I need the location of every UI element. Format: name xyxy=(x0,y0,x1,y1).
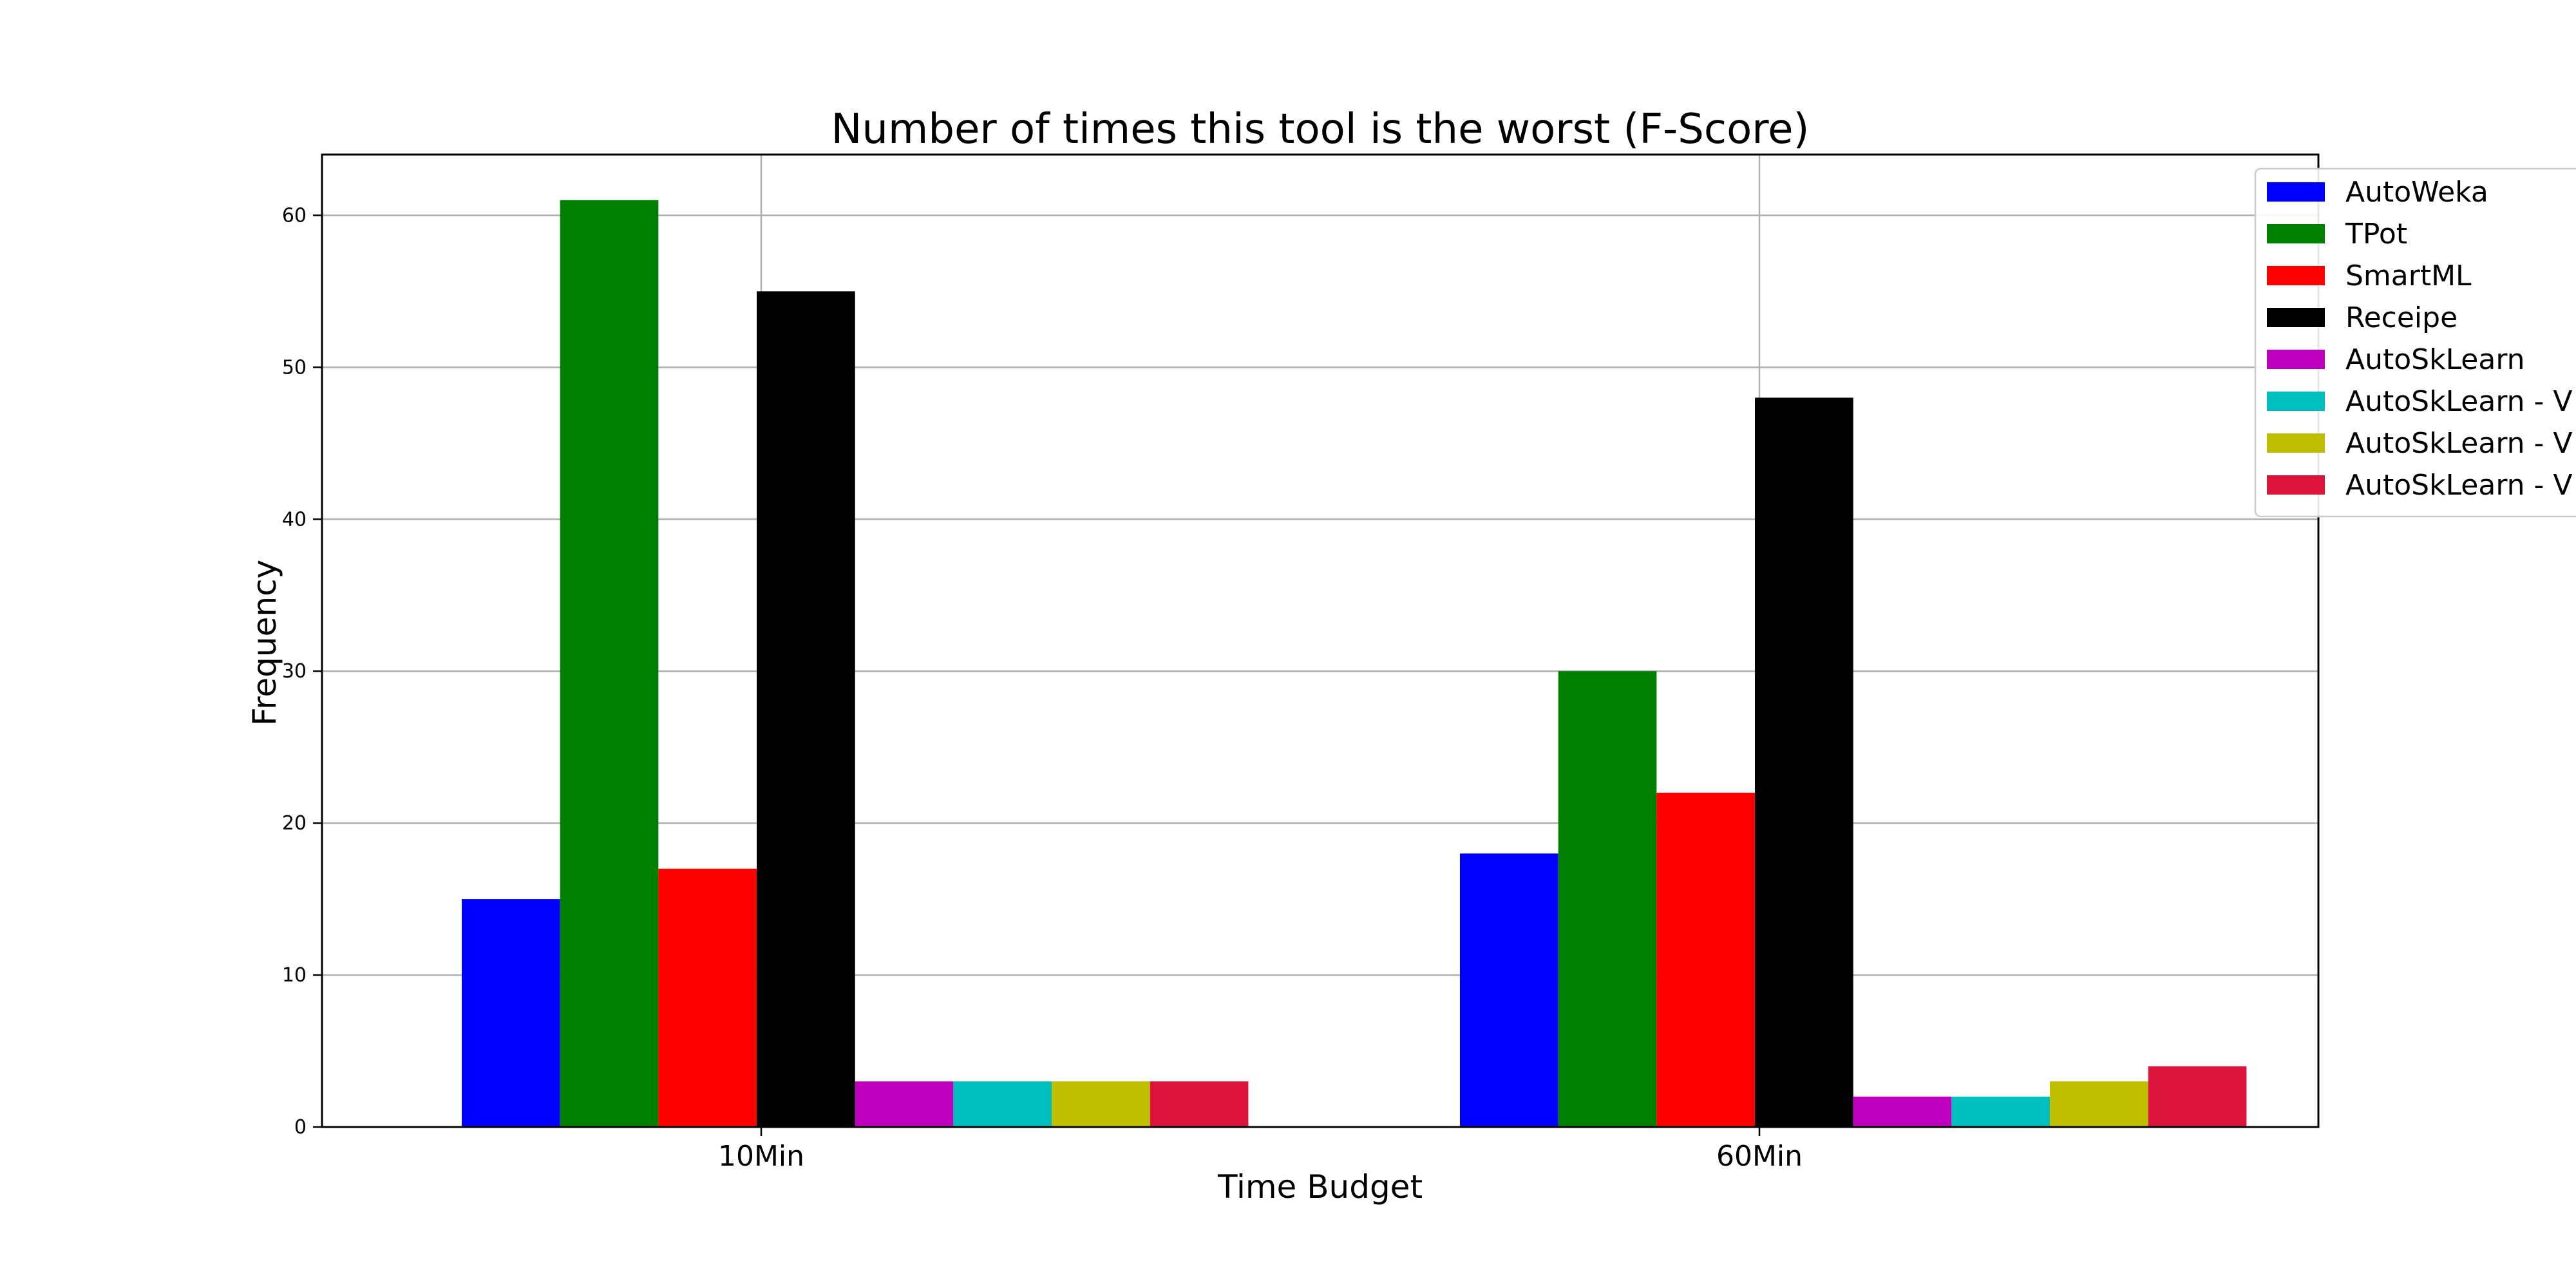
y-axis-ticks: 0 10 20 30 40 50 60 xyxy=(282,204,322,1139)
legend-swatch xyxy=(2267,475,2325,495)
legend-swatch xyxy=(2267,308,2325,327)
bar xyxy=(462,899,560,1127)
y-tick-label: 20 xyxy=(282,812,307,835)
x-tick-label: 10Min xyxy=(718,1140,804,1173)
bar xyxy=(560,200,659,1127)
bar xyxy=(1052,1081,1150,1127)
bar xyxy=(1460,853,1558,1127)
legend-swatch xyxy=(2267,350,2325,369)
bar xyxy=(855,1081,954,1127)
y-tick-label: 60 xyxy=(282,204,307,227)
bar xyxy=(2050,1081,2148,1127)
legend-label: AutoSkLearn - V xyxy=(2345,469,2573,502)
bar xyxy=(1558,671,1657,1127)
legend-label: TPot xyxy=(2345,218,2407,251)
bar xyxy=(2148,1066,2247,1127)
legend-label: SmartML xyxy=(2345,260,2472,292)
bar xyxy=(757,291,855,1127)
legend: AutoWeka TPot SmartML Receipe AutoSkLearn Aut… xyxy=(2254,167,2576,518)
y-axis-label: Frequency xyxy=(246,560,283,726)
legend-label: AutoSkLearn - V xyxy=(2345,385,2573,418)
legend-box xyxy=(2254,167,2576,518)
bar xyxy=(658,868,757,1127)
legend-swatch xyxy=(2267,266,2325,285)
legend-swatch xyxy=(2267,392,2325,411)
legend-swatch xyxy=(2267,182,2325,202)
chart-title: Number of times this tool is the worst (… xyxy=(831,106,1810,153)
y-tick-label: 10 xyxy=(282,964,307,987)
bar xyxy=(1150,1081,1249,1127)
y-tick-label: 30 xyxy=(282,660,307,683)
bars xyxy=(462,200,2247,1127)
x-tick-label: 60Min xyxy=(1716,1140,1803,1173)
legend-label: AutoSkLearn - V xyxy=(2345,427,2573,460)
legend-label: Receipe xyxy=(2345,301,2458,334)
bar xyxy=(953,1081,1052,1127)
bar xyxy=(1755,397,1853,1127)
legend-label: AutoSkLearn xyxy=(2345,343,2525,376)
bar xyxy=(1656,792,1756,1127)
y-tick-label: 0 xyxy=(294,1116,307,1139)
bar xyxy=(1951,1096,2050,1127)
x-axis-ticks: 10Min 60Min xyxy=(718,1127,1803,1173)
y-tick-label: 50 xyxy=(282,356,307,379)
legend-swatch xyxy=(2267,224,2325,243)
x-axis-label: Time Budget xyxy=(1217,1168,1423,1206)
y-tick-label: 40 xyxy=(282,508,307,531)
legend-label: AutoWeka xyxy=(2345,176,2488,209)
legend-swatch xyxy=(2267,433,2325,453)
plot-frame xyxy=(321,153,2320,1128)
bar xyxy=(1853,1096,1952,1127)
